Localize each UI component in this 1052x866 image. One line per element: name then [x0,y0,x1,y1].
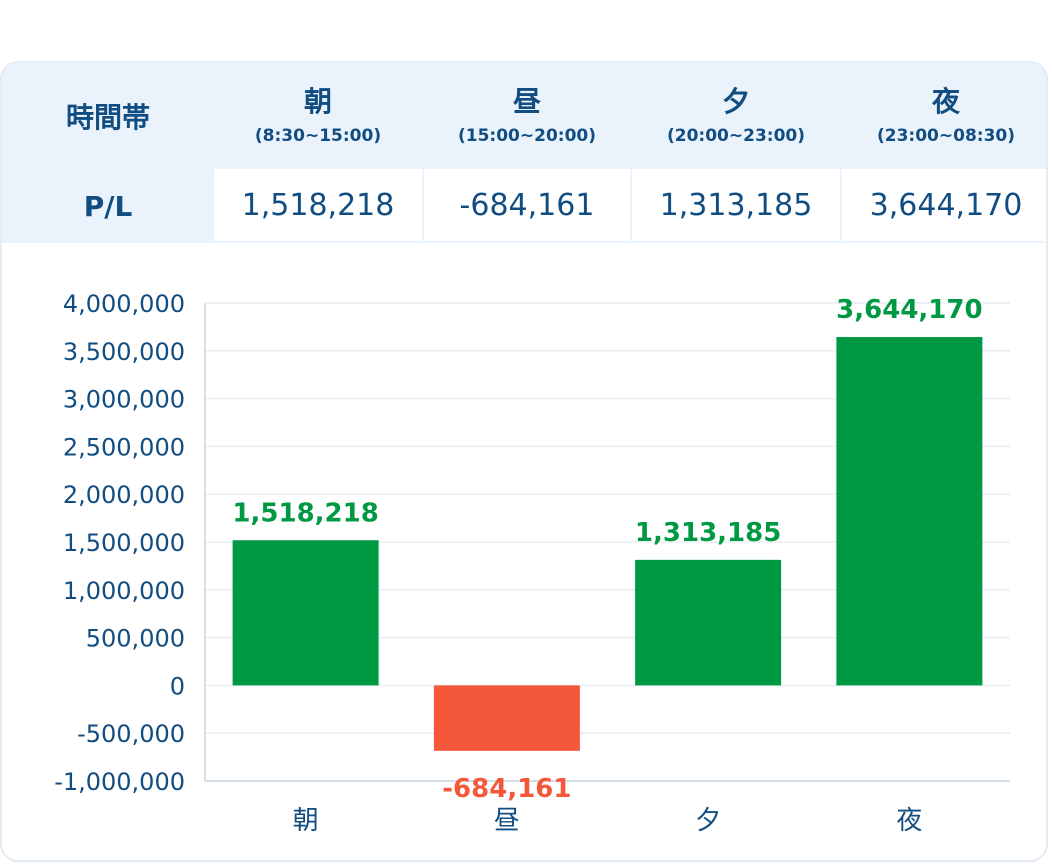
column-header-morning: 朝 (8:30~15:00) [214,63,422,169]
column-name: 朝 [303,85,332,118]
y-tick-label: -1,000,000 [54,768,185,796]
pl-value-noon: -684,161 [424,169,630,241]
x-tick-label: 昼 [494,806,520,836]
column-range: (23:00~08:30) [876,126,1015,146]
y-tick-label: 500,000 [86,625,185,653]
column-name: 夜 [931,85,960,118]
data-label: 3,644,170 [836,295,982,325]
x-tick-label: 夜 [896,806,922,836]
column-header-night: 夜 (23:00~08:30) [842,63,1046,169]
pl-value-morning: 1,518,218 [214,169,422,241]
data-label: -684,161 [442,774,571,804]
pl-value-evening: 1,313,185 [632,169,840,241]
y-tick-label: 4,000,000 [63,290,185,318]
pl-value-night: 3,644,170 [842,169,1046,241]
bar [232,540,379,686]
pl-bar-chart: -1,000,000 -500,000 0 500,000 1,000,000 1,500… [54,290,1010,836]
x-tick-label: 夕 [695,806,721,836]
y-tick-label: 2,500,000 [63,433,185,461]
y-tick-label: -500,000 [77,720,185,748]
y-tick-label: 1,500,000 [63,529,185,557]
y-tick-label: 1,000,000 [63,577,185,605]
column-name: 昼 [512,85,541,118]
column-header-evening: 夕 (20:00~23:00) [632,63,840,169]
column-range: (15:00~20:00) [457,126,596,146]
column-range: (20:00~23:00) [666,126,805,146]
bar [836,337,983,686]
y-tick-label: 2,000,000 [63,481,185,509]
bar [433,685,580,751]
column-range: (8:30~15:00) [254,126,382,146]
bar [635,559,782,686]
y-tick-label: 0 [170,672,185,700]
x-tick-label: 朝 [293,806,319,836]
y-tick-label: 3,500,000 [63,338,185,366]
y-tick-label: 3,000,000 [63,386,185,414]
data-label: 1,518,218 [232,498,378,528]
row-label-pl: P/L [83,189,133,223]
column-header-noon: 昼 (15:00~20:00) [424,63,630,169]
data-label: 1,313,185 [635,518,781,548]
pl-table: 時間帯 朝 (8:30~15:00) 昼 (15:00~20:00) 夕 (20… [2,63,1046,243]
pl-card: 時間帯 朝 (8:30~15:00) 昼 (15:00~20:00) 夕 (20… [0,61,1048,862]
column-name: 夕 [721,85,750,118]
header-label: 時間帯 [65,101,150,134]
